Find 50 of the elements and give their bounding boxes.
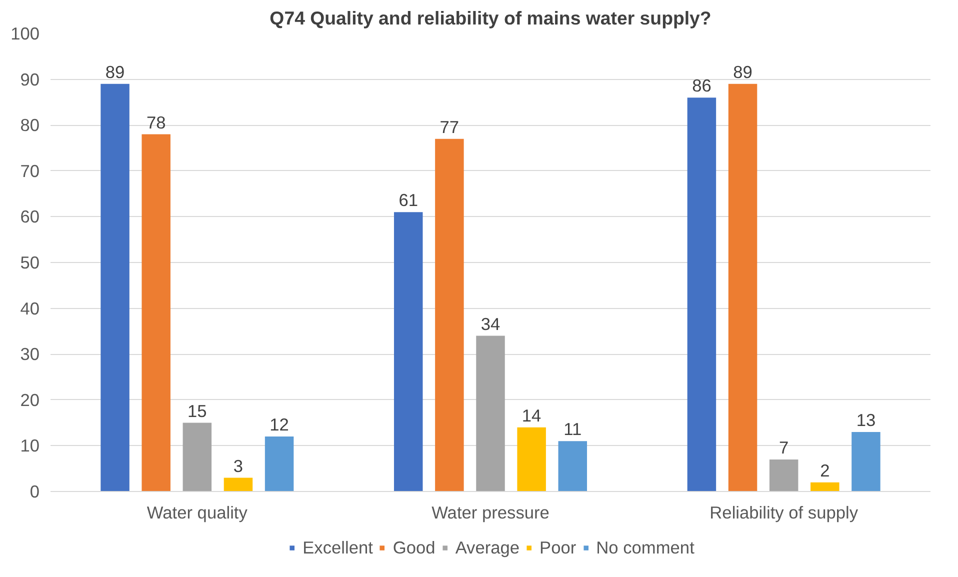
bar bbox=[517, 427, 546, 492]
legend-label: No comment bbox=[596, 537, 694, 558]
bar bbox=[810, 482, 840, 492]
bar bbox=[100, 84, 130, 492]
bar bbox=[182, 422, 212, 492]
data-label: 13 bbox=[856, 410, 876, 430]
legend-label: Excellent bbox=[302, 537, 373, 558]
data-label: 15 bbox=[188, 400, 207, 421]
data-label: 3 bbox=[233, 456, 244, 476]
bar bbox=[224, 478, 253, 492]
bar bbox=[687, 98, 716, 492]
y-tick-label: 20 bbox=[20, 390, 40, 410]
bar bbox=[394, 212, 423, 492]
x-tick-label: Water quality bbox=[146, 502, 248, 522]
y-tick-label: 60 bbox=[20, 206, 40, 227]
legend-label: Good bbox=[392, 537, 436, 558]
data-label: 89 bbox=[105, 62, 125, 82]
bar bbox=[476, 336, 505, 492]
legend-label: Poor bbox=[540, 537, 576, 558]
y-tick-label: 50 bbox=[20, 252, 40, 272]
data-label: 11 bbox=[564, 419, 582, 440]
y-tick-label: 10 bbox=[20, 436, 40, 456]
bar bbox=[142, 134, 170, 492]
data-label: 78 bbox=[146, 112, 166, 132]
bar bbox=[435, 138, 464, 492]
y-tick-label: 80 bbox=[20, 115, 40, 136]
data-label: 12 bbox=[270, 414, 289, 435]
data-label: 2 bbox=[820, 460, 830, 480]
data-label: 89 bbox=[733, 62, 752, 82]
data-label: 61 bbox=[398, 190, 418, 210]
chart-title: Q74 Quality and reliability of mains water supply? bbox=[270, 8, 712, 28]
bar bbox=[728, 84, 758, 492]
bar bbox=[558, 441, 588, 492]
y-tick-label: 30 bbox=[20, 344, 40, 364]
y-tick-label: 70 bbox=[20, 160, 40, 181]
x-tick-label: Water pressure bbox=[432, 502, 550, 522]
data-label: 34 bbox=[480, 314, 500, 334]
y-tick-label: 90 bbox=[20, 69, 40, 90]
data-label: 14 bbox=[522, 405, 542, 426]
y-tick-label: 100 bbox=[10, 24, 40, 44]
y-tick-label: 40 bbox=[20, 298, 40, 318]
bar bbox=[852, 432, 880, 492]
x-tick-label: Reliability of supply bbox=[710, 502, 858, 522]
data-label: 77 bbox=[440, 116, 460, 137]
bar bbox=[769, 459, 798, 492]
data-label: 7 bbox=[779, 437, 789, 458]
legend-label: Average bbox=[455, 537, 520, 558]
data-label: 86 bbox=[692, 76, 712, 96]
bar bbox=[264, 436, 294, 492]
y-tick-label: 0 bbox=[30, 482, 40, 502]
